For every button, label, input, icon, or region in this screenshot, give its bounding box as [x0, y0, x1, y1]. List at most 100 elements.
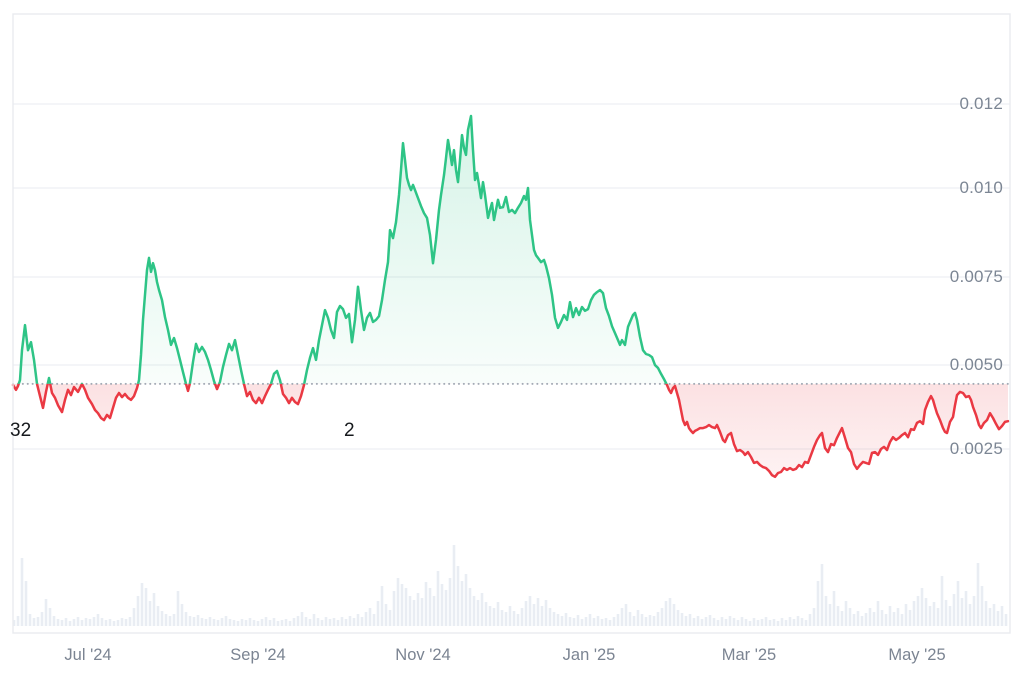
volume-bar [472, 596, 476, 626]
volume-bar [436, 571, 440, 626]
volume-bar [364, 612, 368, 626]
volume-bar [80, 620, 84, 626]
volume-bar [616, 614, 620, 626]
volume-bar [716, 620, 720, 626]
volume-bar [348, 616, 352, 626]
volume-bar [240, 619, 244, 626]
volume-bar [480, 593, 484, 626]
volume-bar [392, 591, 396, 626]
volume-bar [540, 606, 544, 626]
price-area-down [13, 383, 1008, 477]
price-line-down [11, 383, 1010, 479]
volume-bar [908, 610, 912, 626]
volume-bar [48, 608, 52, 626]
volume-bar [800, 618, 804, 626]
volume-bar [948, 606, 952, 626]
volume-bar [604, 618, 608, 626]
volume-bar [672, 604, 676, 626]
volume-bar [332, 618, 336, 626]
volume-bar [932, 602, 936, 626]
volume-bar [872, 612, 876, 626]
volume-bar [208, 617, 212, 626]
volume-bar [772, 619, 776, 626]
volume-bar [60, 620, 64, 626]
volume-bar [464, 574, 468, 626]
volume-bar [164, 614, 168, 626]
volume-bar [584, 617, 588, 626]
annotation-label-mid: 2 [344, 420, 355, 441]
volume-bar [40, 612, 44, 626]
volume-bar [720, 617, 724, 626]
x-axis-tick-label: Mar '25 [721, 646, 777, 664]
volume-bar [788, 617, 792, 626]
volume-bar [532, 604, 536, 626]
volume-bar [160, 611, 164, 626]
volume-bar [372, 614, 376, 626]
volume-bar [500, 610, 504, 626]
volume-bar [692, 618, 696, 626]
volume-bar [20, 558, 24, 626]
volume-bar [684, 616, 688, 626]
volume-bar [96, 614, 100, 626]
volume-bar [804, 620, 808, 626]
volume-bar [976, 563, 980, 626]
volume-bar [580, 619, 584, 626]
volume-bar [568, 617, 572, 626]
volume-bar [136, 596, 140, 626]
volume-bar [344, 619, 348, 626]
volume-bar [912, 601, 916, 626]
volume-bar [336, 620, 340, 626]
volume-bar [792, 619, 796, 626]
volume-bar [796, 616, 800, 626]
volume-bar [84, 618, 88, 626]
volume-bar [360, 617, 364, 626]
volume-bar [952, 594, 956, 626]
volume-bar [232, 620, 236, 626]
volume-bar [236, 621, 240, 626]
volume-bar [956, 581, 960, 626]
volume-bar [812, 608, 816, 626]
volume-bar [820, 564, 824, 626]
volume-bar [380, 586, 384, 626]
volume-bar [176, 591, 180, 626]
volume-bar [644, 617, 648, 626]
volume-bar [76, 617, 80, 626]
y-axis-tick-label: 0.0050 [949, 355, 1003, 374]
volume-bar [468, 588, 472, 626]
volume-bar [696, 616, 700, 626]
volume-bar [64, 618, 68, 626]
volume-bar [884, 614, 888, 626]
volume-bar [476, 600, 480, 626]
volume-bar [228, 619, 232, 626]
volume-bar [420, 598, 424, 626]
volume-bar [1000, 606, 1004, 626]
volume-bar [52, 616, 56, 626]
volume-bar [896, 608, 900, 626]
volume-bar [172, 614, 176, 626]
volume-bar [744, 619, 748, 626]
volume-bar [848, 608, 852, 626]
x-axis-tick-label: Jan '25 [562, 646, 616, 664]
volume-bar [516, 614, 520, 626]
volume-bar [612, 617, 616, 626]
volume-bar [404, 588, 408, 626]
volume-bar [900, 614, 904, 626]
volume-bar [560, 616, 564, 626]
volume-bar [728, 616, 732, 626]
price-area-up [13, 116, 1008, 384]
volume-bar [876, 601, 880, 626]
volume-bar [180, 604, 184, 626]
volume-bar [700, 619, 704, 626]
volume-bar [844, 601, 848, 626]
volume-bar [68, 621, 72, 626]
volume-bar [460, 581, 464, 626]
volume-bar [132, 608, 136, 626]
volume-bar [992, 604, 996, 626]
y-axis-tick-label: 0.012 [959, 94, 1003, 113]
volume-bar [856, 611, 860, 626]
volume-bar [892, 612, 896, 626]
volume-bar [920, 588, 924, 626]
volume-bar [736, 620, 740, 626]
volume-bar [428, 588, 432, 626]
